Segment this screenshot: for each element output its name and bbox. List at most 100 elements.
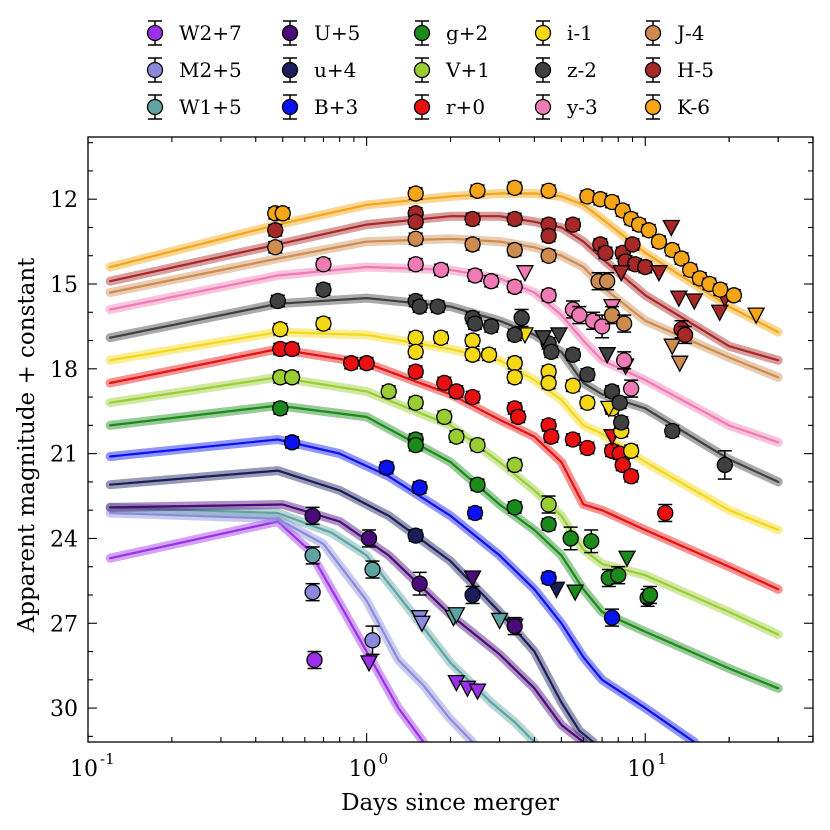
data-point xyxy=(272,400,289,417)
data-point xyxy=(343,355,360,372)
legend-marker xyxy=(146,24,164,42)
data-point xyxy=(540,569,557,587)
legend-label: M2+5 xyxy=(179,58,242,82)
data-point xyxy=(616,352,633,369)
data-point xyxy=(510,408,527,426)
data-point xyxy=(725,287,743,304)
upper-limit-marker xyxy=(598,347,617,365)
data-point xyxy=(483,273,500,290)
data-point xyxy=(432,261,450,279)
data-point xyxy=(407,230,424,247)
data-point xyxy=(664,422,681,440)
legend-marker xyxy=(281,98,299,116)
legend-marker xyxy=(534,61,552,79)
legend-marker xyxy=(281,24,299,42)
data-point xyxy=(436,408,453,426)
upper-limit-marker xyxy=(447,607,466,625)
data-point xyxy=(469,437,486,454)
legend-label: U+5 xyxy=(314,21,360,45)
data-point xyxy=(380,383,397,400)
data-point xyxy=(283,340,301,358)
data-point xyxy=(506,326,523,344)
data-point xyxy=(571,306,588,324)
data-point xyxy=(543,343,560,361)
data-point xyxy=(315,281,332,298)
x-tick-label-exponent: 1 xyxy=(657,750,667,768)
upper-limit-marker xyxy=(669,290,688,308)
data-point xyxy=(506,617,523,635)
data-point xyxy=(358,355,375,372)
legend-entry: U+5 xyxy=(281,20,360,46)
data-point xyxy=(673,250,690,267)
legend-marker xyxy=(146,61,164,79)
data-point xyxy=(378,459,395,476)
data-point xyxy=(641,586,659,604)
legend-marker xyxy=(413,24,431,42)
data-point xyxy=(716,456,733,474)
legend-marker xyxy=(146,98,164,116)
legend-entry: J-4 xyxy=(644,20,705,46)
legend-label: B+3 xyxy=(314,95,358,119)
data-point xyxy=(624,236,641,253)
data-point xyxy=(579,439,596,457)
data-point xyxy=(315,315,332,332)
y-tick-label: 24 xyxy=(50,527,78,552)
legend-label: V+1 xyxy=(445,58,490,82)
legend-marker xyxy=(644,98,662,116)
upper-limit-marker xyxy=(710,304,729,322)
data-point xyxy=(506,369,523,386)
data-point xyxy=(429,298,446,315)
data-point xyxy=(267,239,284,256)
data-point xyxy=(448,428,465,445)
data-point xyxy=(637,258,654,276)
upper-limit-marker xyxy=(463,570,482,588)
data-point xyxy=(364,632,381,649)
legend-entry: W1+5 xyxy=(146,94,242,120)
legend-entry: K-6 xyxy=(644,94,710,120)
upper-limit-marker xyxy=(490,612,509,630)
upper-limit-marker xyxy=(612,265,631,283)
data-point xyxy=(466,504,484,522)
legend-marker xyxy=(413,98,431,116)
x-tick-label: 10 xyxy=(627,757,655,782)
x-tick-label-exponent: 0 xyxy=(379,750,389,768)
legend-label: H-5 xyxy=(677,58,714,82)
data-point xyxy=(593,318,611,335)
data-point xyxy=(650,233,668,250)
legend-entry: y-3 xyxy=(534,94,598,120)
y-tick-label: 12 xyxy=(50,188,78,213)
data-point xyxy=(464,236,481,253)
legend-label: y-3 xyxy=(566,95,598,119)
data-point xyxy=(506,241,523,259)
data-point xyxy=(622,468,640,485)
data-point xyxy=(464,346,481,363)
legend-entry: g+2 xyxy=(413,20,488,46)
legend-label: r+0 xyxy=(446,95,485,119)
legend-marker xyxy=(534,98,552,116)
data-point xyxy=(432,329,450,346)
data-point xyxy=(506,210,523,228)
data-point xyxy=(464,388,481,406)
data-point xyxy=(464,210,481,228)
legend-entry: W2+7 xyxy=(146,20,242,46)
model-curve-6 xyxy=(108,404,780,690)
data-point xyxy=(411,298,428,315)
data-point xyxy=(712,281,729,298)
data-point xyxy=(283,434,301,451)
upper-limit-marker xyxy=(566,584,585,602)
legend-marker xyxy=(644,61,662,79)
legend-entry: M2+5 xyxy=(146,57,242,83)
data-point xyxy=(464,586,481,604)
data-point xyxy=(469,476,486,493)
data-point xyxy=(304,547,321,564)
y-tick-label: 18 xyxy=(50,358,78,383)
upper-limit-marker xyxy=(649,265,669,283)
data-point xyxy=(480,346,498,363)
legend-entry: i-1 xyxy=(534,20,593,46)
data-point xyxy=(622,442,640,459)
legend: W2+7 M2+5 W1+5 U+5 u+4 B+3 g+2 V+1 r+0 i-1 z-2 y-3 J… xyxy=(146,20,714,120)
upper-limit-marker xyxy=(359,655,379,673)
y-tick-label: 27 xyxy=(50,612,78,637)
legend-marker xyxy=(534,24,552,42)
